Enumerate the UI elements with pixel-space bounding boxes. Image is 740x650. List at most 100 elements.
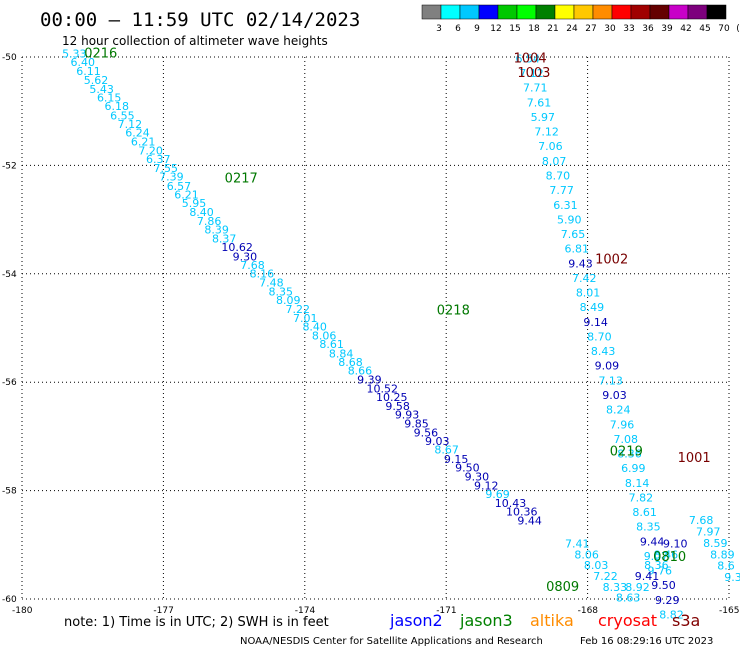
wave-height-point: 8.63 bbox=[616, 592, 641, 605]
wave-height-point: 7.13 bbox=[598, 374, 623, 387]
wave-height-point: 7.96 bbox=[610, 418, 635, 431]
wave-height-point: 8.70 bbox=[587, 330, 612, 343]
wave-height-point: 5.43 bbox=[89, 83, 114, 96]
wave-height-point: 8.40 bbox=[302, 321, 327, 334]
track-time-label: 1001 bbox=[678, 451, 711, 466]
wave-height-point: 8.43 bbox=[591, 345, 616, 358]
wave-height-point: 8.06 bbox=[574, 548, 599, 561]
wave-height-point: 8.01 bbox=[576, 287, 601, 300]
legend-swatch bbox=[630, 4, 651, 20]
wave-height-point: 7.71 bbox=[523, 82, 548, 95]
wave-height-point: 6.81 bbox=[565, 243, 590, 256]
wave-height-point: 7.20 bbox=[138, 145, 163, 158]
wave-height-point: 7.39 bbox=[159, 171, 184, 184]
wave-height-point: 8.14 bbox=[625, 477, 650, 490]
wave-height-point: 8.92 bbox=[625, 581, 650, 594]
legend-label: 27 bbox=[585, 24, 596, 34]
track-time-label: 0219 bbox=[610, 444, 643, 459]
wave-height-point: 9.39 bbox=[357, 373, 382, 386]
wave-height-point: 6.11 bbox=[76, 65, 101, 78]
wave-height-point: 5.33 bbox=[62, 48, 87, 61]
legend-label: 9 bbox=[474, 24, 480, 34]
wave-height-point: 8.33 bbox=[603, 581, 628, 594]
y-tick-label: -54 bbox=[2, 270, 17, 280]
wave-height-point: 8.16 bbox=[250, 268, 274, 281]
x-tick-label: -171 bbox=[436, 606, 456, 616]
satellite-jason3: jason3 bbox=[459, 611, 513, 630]
track-time-label: 0809 bbox=[546, 580, 579, 595]
wave-height-point: 8.24 bbox=[606, 404, 631, 417]
legend-label: 18 bbox=[528, 24, 540, 34]
legend-swatch bbox=[592, 4, 613, 20]
legend-swatch bbox=[573, 4, 594, 20]
wave-height-points: 5.336.406.115.625.436.156.186.557.126.24… bbox=[62, 48, 740, 622]
wave-height-point: 8.35 bbox=[269, 285, 294, 298]
wave-height-point: 7.97 bbox=[696, 526, 721, 539]
wave-height-point: 7.55 bbox=[154, 162, 179, 175]
wave-height-point: 8.36 bbox=[644, 559, 669, 572]
legend-label: 21 bbox=[547, 24, 558, 34]
track-time-label: 1004 bbox=[514, 51, 547, 66]
legend-swatch bbox=[706, 4, 727, 20]
x-tick-label: -177 bbox=[153, 606, 173, 616]
wave-height-point: 9.41 bbox=[635, 570, 660, 583]
legend-label: 42 bbox=[680, 24, 691, 34]
satellite-s3a: s3a bbox=[672, 611, 700, 630]
legend-label: 24 bbox=[566, 24, 578, 34]
wave-height-point: 8.49 bbox=[580, 301, 605, 314]
wave-height-point: 7.41 bbox=[565, 538, 590, 551]
wave-height-point: 5.97 bbox=[531, 111, 556, 124]
wave-height-point: 9.12 bbox=[474, 480, 499, 493]
wave-height-point: 9.30 bbox=[465, 470, 490, 483]
wave-height-point: 7.77 bbox=[549, 184, 574, 197]
wave-height-point: 9.03 bbox=[425, 435, 450, 448]
legend-label: 45 bbox=[699, 24, 710, 34]
wave-height-point: 8.6 bbox=[717, 560, 735, 573]
wave-height-point: 8.89 bbox=[710, 548, 735, 561]
wave-height-point: 8.46 bbox=[654, 548, 679, 561]
wave-height-point: 8.68 bbox=[338, 356, 363, 369]
wave-height-point: 10.25 bbox=[376, 391, 408, 404]
wave-height-point: 9.69 bbox=[485, 488, 510, 501]
x-tick-label: -168 bbox=[578, 606, 599, 616]
wave-height-point: 8.61 bbox=[319, 338, 344, 351]
track-time-label: 0810 bbox=[653, 550, 686, 565]
wave-height-point: 9.07 bbox=[644, 550, 669, 563]
wave-height-point: 8.66 bbox=[348, 365, 373, 378]
legend-label: 70 bbox=[718, 24, 730, 34]
wave-height-point: 10.62 bbox=[221, 241, 253, 254]
legend-swatch bbox=[535, 4, 556, 20]
wave-height-point: 9.44 bbox=[517, 515, 542, 528]
wave-height-point: 8.84 bbox=[329, 347, 354, 360]
legend-label: 15 bbox=[509, 24, 520, 34]
legend-swatch bbox=[497, 4, 518, 20]
legend-swatch bbox=[478, 4, 499, 20]
wave-height-point: 6.57 bbox=[167, 180, 192, 193]
track-time-label: 1003 bbox=[517, 66, 550, 81]
wave-height-point: 6.15 bbox=[97, 91, 122, 104]
wave-height-point: 6.24 bbox=[125, 127, 150, 140]
footer-credit: NOAA/NESDIS Center for Satellite Applica… bbox=[240, 636, 543, 647]
wave-height-point: 9.50 bbox=[455, 462, 480, 475]
wave-height-point: 7.12 bbox=[534, 126, 559, 139]
legend-label: 12 bbox=[490, 24, 501, 34]
wave-height-point: 8.70 bbox=[546, 169, 571, 182]
wave-height-point: 6.99 bbox=[621, 462, 646, 475]
y-tick-label: -56 bbox=[2, 378, 17, 388]
x-tick-label: -174 bbox=[295, 606, 316, 616]
wave-height-point: 7.68 bbox=[240, 259, 265, 272]
wave-height-point: 8.36 bbox=[617, 448, 642, 461]
wave-height-point: 8.35 bbox=[636, 521, 661, 534]
wave-height-point: 10.36 bbox=[506, 506, 538, 519]
legend-label: (ft) bbox=[736, 24, 740, 34]
legend-label: 6 bbox=[455, 24, 461, 34]
axis-ticks: -180 -177 -174 -171 -168 -165 -50 -52 -54 -56 -58 -… bbox=[2, 53, 739, 616]
track-time-label: 0217 bbox=[225, 172, 258, 187]
track-time-label: 0218 bbox=[437, 303, 470, 318]
wave-height-point: 7.01 bbox=[293, 312, 318, 325]
page-title: 00:00 – 11:59 UTC 02/14/2023 bbox=[40, 9, 360, 31]
legend-swatch bbox=[516, 4, 537, 20]
wave-height-point: 9.3 bbox=[724, 571, 740, 584]
